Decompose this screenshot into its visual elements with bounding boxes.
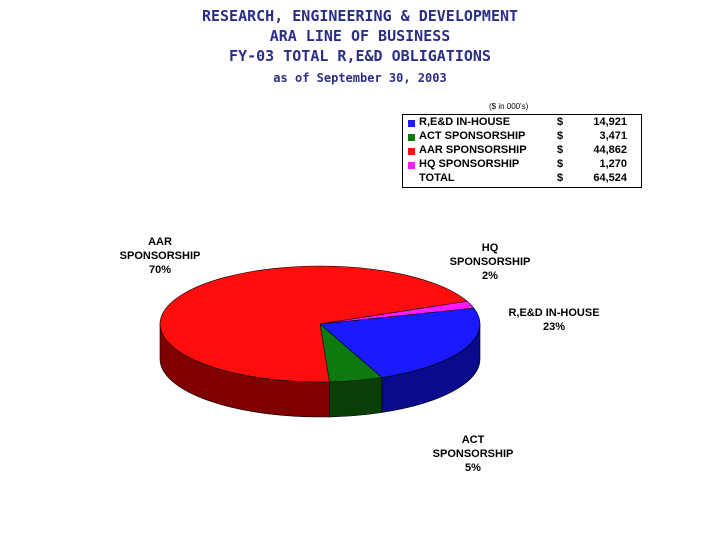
legend-row: ACT SPONSORSHIP $ 3,471 — [403, 130, 641, 144]
legend-dollar: $ — [557, 116, 564, 128]
legend-dollar: $ — [557, 172, 564, 184]
slice-label-inhouse: R,E&D IN-HOUSE 23% — [508, 307, 600, 333]
slice-label-act: ACT SPONSORSHIP 5% — [432, 434, 514, 474]
slice-label-aar: AAR SPONSORSHIP 70% — [119, 236, 201, 276]
legend-label: R,E&D IN-HOUSE — [419, 116, 511, 128]
legend-value: 3,471 — [599, 130, 627, 142]
legend-swatch — [408, 120, 415, 127]
pie-slice — [319, 307, 481, 378]
legend-dollar: $ — [557, 158, 564, 170]
pie-slice — [159, 265, 468, 383]
slice-label-hq: HQ SPONSORSHIP 2% — [449, 242, 531, 282]
legend-table: R,E&D IN-HOUSE $ 14,921 ACT SPONSORSHIP … — [402, 114, 642, 188]
legend-swatch — [408, 148, 415, 155]
pie-side-wall — [329, 377, 383, 418]
legend-label: ACT SPONSORSHIP — [419, 130, 526, 142]
units-note: ($ in 000's) — [489, 102, 529, 111]
legend-row: AAR SPONSORSHIP $ 44,862 — [403, 144, 641, 158]
title-line-1: RESEARCH, ENGINEERING & DEVELOPMENT — [201, 7, 519, 25]
legend-dollar: $ — [557, 130, 564, 142]
legend-row: R,E&D IN-HOUSE $ 14,921 — [403, 116, 641, 130]
legend-swatch — [408, 134, 415, 141]
legend-total-label: TOTAL — [419, 172, 455, 184]
legend-label: AAR SPONSORSHIP — [419, 144, 527, 156]
pie-slice — [319, 300, 475, 325]
legend-value: 1,270 — [599, 158, 627, 170]
legend-label: HQ SPONSORSHIP — [419, 158, 520, 170]
legend-dollar: $ — [557, 144, 564, 156]
legend-total-value: 64,524 — [593, 172, 627, 184]
legend-row: HQ SPONSORSHIP $ 1,270 — [403, 158, 641, 172]
as-of-date: as of September 30, 2003 — [273, 71, 447, 85]
legend-total-row: TOTAL $ 64,524 — [403, 172, 641, 186]
legend-value: 14,921 — [593, 116, 627, 128]
title-line-3: FY-03 TOTAL R,E&D OBLIGATIONS — [229, 47, 491, 65]
legend-swatch — [408, 162, 415, 169]
title-line-2: ARA LINE OF BUSINESS — [269, 27, 451, 45]
legend-value: 44,862 — [593, 144, 627, 156]
